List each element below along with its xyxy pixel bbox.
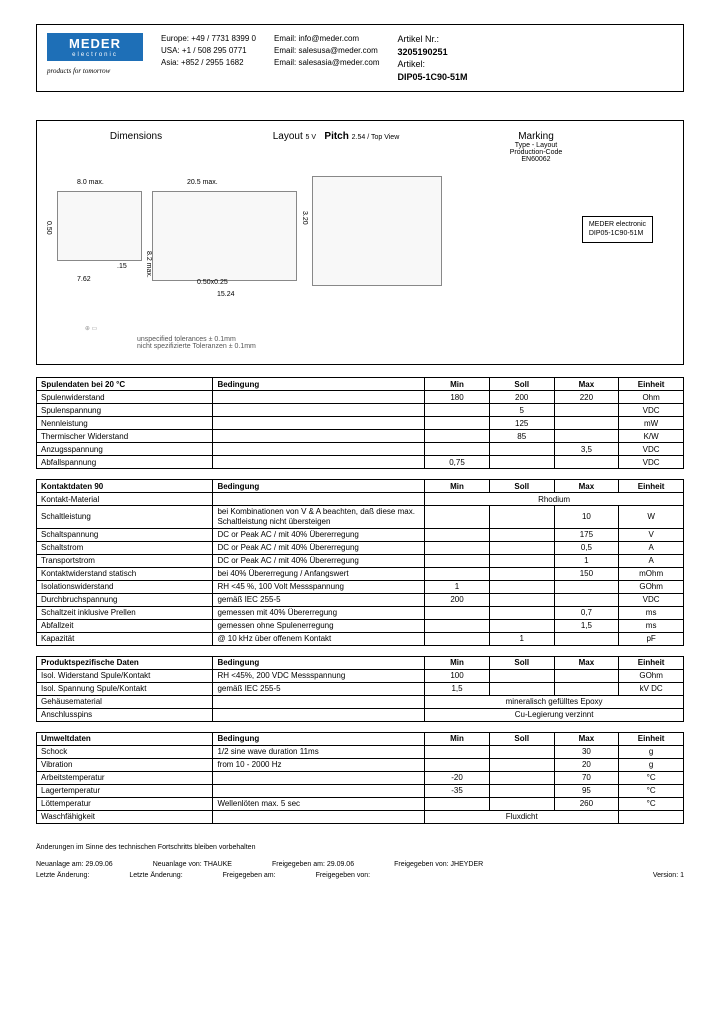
- eu-label: Europe:: [161, 34, 189, 43]
- t3-title: Produktspezifische Daten: [37, 656, 213, 669]
- col-min: Min: [425, 378, 490, 391]
- footer: Änderungen im Sinne des technischen Fort…: [36, 842, 684, 882]
- contact-emails: Email: info@meder.com Email: salesusa@me…: [274, 33, 380, 69]
- article-no: 3205190251: [398, 46, 468, 59]
- table-row: Lagertemperatur-3595°C: [37, 784, 684, 797]
- table-row: LöttemperaturWellenlöten max. 5 sec260°C: [37, 797, 684, 810]
- as-phone: +852 / 2955 1682: [181, 58, 244, 67]
- table-row: Kontaktwiderstand statischbei 40% Überer…: [37, 567, 684, 580]
- dim-p2: 8.2 max.: [145, 251, 152, 278]
- table-row: Isol. Widerstand Spule/KontaktRH <45%, 2…: [37, 669, 684, 682]
- us-mail: salesusa@meder.com: [298, 46, 377, 55]
- h-layout: Layout: [273, 131, 303, 142]
- as-mail-l: Email:: [274, 58, 296, 67]
- h-pitch: Pitch: [324, 131, 348, 142]
- t4-title: Umweltdaten: [37, 732, 213, 745]
- h-layout-v: 5 V: [306, 134, 317, 141]
- table-row: Isol. Spannung Spule/Kontaktgemäß IEC 25…: [37, 682, 684, 695]
- diagram-box: Dimensions Layout 5 V Pitch 2.54 / Top V…: [36, 120, 684, 365]
- tol-symbol: ⊕ ▭: [61, 316, 121, 340]
- logo-sub: electronic: [47, 52, 143, 61]
- eu-mail: info@meder.com: [298, 34, 359, 43]
- article-col: Artikel Nr.: 3205190251 Artikel: DIP05-1…: [398, 33, 468, 83]
- dim-p1: 7.62: [77, 276, 91, 283]
- logo: MEDER: [47, 33, 143, 52]
- marking-s1: Type - Layout: [451, 142, 621, 149]
- table-kontaktdaten: Kontaktdaten 90 Bedingung Min Soll Max E…: [36, 479, 684, 645]
- marking-l2: DIP05-1C90-51M: [589, 230, 646, 238]
- disclaimer: Änderungen im Sinne des technischen Fort…: [36, 842, 684, 853]
- table-row: Vibrationfrom 10 - 2000 Hz20g: [37, 758, 684, 771]
- marking-s2: Production-Code: [451, 149, 621, 156]
- table-row: Thermischer Widerstand85K/W: [37, 430, 684, 443]
- dim-front-view: [152, 191, 297, 281]
- table-row: Anzugsspannung3,5VDC: [37, 443, 684, 456]
- t2-mat-note: Rhodium: [425, 493, 684, 506]
- table-row: Nennleistung125mW: [37, 417, 684, 430]
- t3-pins-l: Anschlusspins: [37, 708, 213, 721]
- eu-mail-l: Email:: [274, 34, 296, 43]
- h-pitch-v: 2.54 / Top View: [352, 134, 400, 141]
- contact-phones: Europe: +49 / 7731 8399 0 USA: +1 / 508 …: [161, 33, 256, 69]
- dim-w1: 8.0 max.: [77, 179, 104, 186]
- article-label: Artikel:: [398, 58, 468, 71]
- pin-layout: [312, 176, 442, 286]
- col-unit: Einheit: [619, 378, 684, 391]
- as-mail: salesasia@meder.com: [298, 58, 379, 67]
- col-cond: Bedingung: [213, 378, 425, 391]
- h-dimensions: Dimensions: [51, 131, 221, 163]
- marking-l1: MEDER electronic: [589, 221, 646, 229]
- table-row: Schaltleistungbei Kombinationen von V & …: [37, 506, 684, 528]
- h-marking: Marking: [451, 131, 621, 142]
- t1-title: Spulendaten bei 20 °C: [37, 378, 213, 391]
- col-max: Max: [554, 378, 619, 391]
- table-row: SchaltspannungDC or Peak AC / mit 40% Üb…: [37, 528, 684, 541]
- dim-w2: 20.5 max.: [187, 179, 218, 186]
- article: DIP05-1C90-51M: [398, 71, 468, 84]
- table-row: IsolationswiderstandRH <45 %, 100 Volt M…: [37, 580, 684, 593]
- t3-geh-note: mineralisch gefülltes Epoxy: [425, 695, 684, 708]
- marking-s3: EN60062: [451, 156, 621, 163]
- table-row: SchaltstromDC or Peak AC / mit 40% Übere…: [37, 541, 684, 554]
- dim-p4: 15.24: [217, 291, 235, 298]
- as-label: Asia:: [161, 58, 179, 67]
- header-box: MEDER electronic products for tomorrow E…: [36, 24, 684, 92]
- t2-title: Kontaktdaten 90: [37, 480, 213, 493]
- table-row: TransportstromDC or Peak AC / mit 40% Üb…: [37, 554, 684, 567]
- table-row: Schaltzeit inklusive Prellengemessen mit…: [37, 606, 684, 619]
- dim-h2: 3.20: [301, 211, 308, 225]
- table-row: Spulenspannung5VDC: [37, 404, 684, 417]
- table-row: Kapazität@ 10 kHz über offenem Kontakt1p…: [37, 632, 684, 645]
- t3-geh-l: Gehäusematerial: [37, 695, 213, 708]
- us-phone: +1 / 508 295 0771: [182, 46, 247, 55]
- t4-wash-l: Waschfähigkeit: [37, 810, 213, 823]
- table-produktspezifisch: Produktspezifische Daten Bedingung Min S…: [36, 656, 684, 722]
- table-row: Spulenwiderstand180200220Ohm: [37, 391, 684, 404]
- us-mail-l: Email:: [274, 46, 296, 55]
- t2-mat-l: Kontakt-Material: [37, 493, 213, 506]
- dim-h1: 0.50: [45, 221, 52, 235]
- article-no-label: Artikel Nr.:: [398, 33, 468, 46]
- table-row: Durchbruchspannunggemäß IEC 255-5200VDC: [37, 593, 684, 606]
- logo-block: MEDER electronic products for tomorrow: [47, 33, 143, 75]
- t4-wash-note: Fluxdicht: [425, 810, 619, 823]
- us-label: USA:: [161, 46, 180, 55]
- t3-pins-note: Cu-Legierung verzinnt: [425, 708, 684, 721]
- tol-note: unspecified tolerances ± 0.1mm nicht spe…: [137, 336, 256, 350]
- marking-box: MEDER electronic DIP05-1C90-51M: [582, 216, 653, 243]
- dim-side-view: [57, 191, 142, 261]
- dim-p3: 0.50x0.25: [197, 279, 228, 286]
- table-row: Arbeitstemperatur-2070°C: [37, 771, 684, 784]
- tagline: products for tomorrow: [47, 67, 143, 75]
- dim-p5: .15: [117, 263, 127, 270]
- tol1: unspecified tolerances ± 0.1mm: [137, 336, 256, 343]
- table-umweltdaten: Umweltdaten Bedingung Min Soll Max Einhe…: [36, 732, 684, 824]
- table-row: Schock1/2 sine wave duration 11ms30g: [37, 745, 684, 758]
- table-row: Abfallzeitgemessen ohne Spulenerregung1,…: [37, 619, 684, 632]
- table-row: Abfallspannung0,75VDC: [37, 456, 684, 469]
- eu-phone: +49 / 7731 8399 0: [191, 34, 256, 43]
- col-soll: Soll: [489, 378, 554, 391]
- tol2: nicht spezifizierte Toleranzen ± 0.1mm: [137, 343, 256, 350]
- table-spulendaten: Spulendaten bei 20 °C Bedingung Min Soll…: [36, 377, 684, 469]
